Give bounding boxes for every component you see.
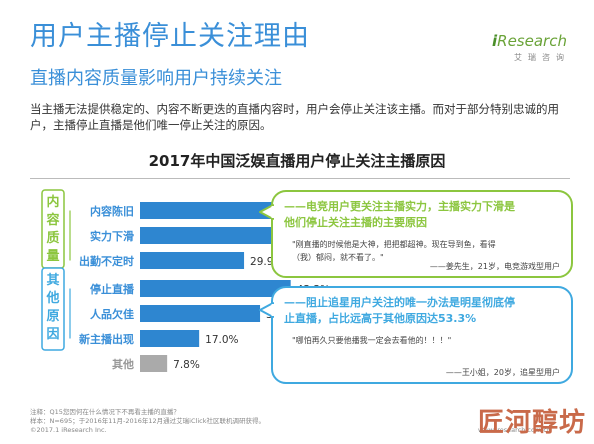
callout-headline: ——阻止追星用户关注的唯一办法是明星彻底停	[284, 295, 515, 309]
page-subtitle: 直播内容质量影响用户持续关注	[30, 68, 282, 89]
chart-title: 2017年中国泛娱直播用户停止关注主播原因	[148, 152, 446, 170]
category-label: 人品欠佳	[90, 307, 134, 321]
callout-headline: 他们停止关注主播的主要原因	[283, 215, 427, 229]
callout-box	[271, 286, 573, 384]
footer-note: 注释：Q15您因何在什么情况下不再看主播的直播？	[30, 408, 180, 416]
group-label-char: 质	[46, 230, 59, 246]
category-label: 其他	[112, 357, 134, 371]
group-box	[41, 267, 65, 351]
callout-quote: "哪怕再久只要他播我一定会去看他的！！！"	[292, 335, 451, 345]
group-label-char: 其	[46, 272, 59, 288]
category-label: 停止直播	[90, 282, 135, 296]
iresearch-logo: iResearch 艾瑞咨询	[492, 24, 578, 68]
category-label: 新主播出现	[79, 332, 134, 346]
group-label-char: 量	[46, 249, 59, 264]
footer-notes: 注释：Q15您因何在什么情况下不再看主播的直播？ 样本：N=695；于2016年…	[30, 408, 552, 435]
callout-box	[271, 190, 573, 278]
group-label-char: 内	[46, 194, 59, 210]
category-label: 实力下滑	[90, 229, 134, 243]
bar	[140, 280, 291, 297]
bar	[140, 227, 272, 244]
logo-cn-name: 艾瑞咨询	[514, 53, 570, 62]
page-title: 用户主播停止关注理由	[30, 21, 310, 52]
group-label-char: 原	[46, 309, 59, 324]
category-label: 内容陈旧	[90, 204, 134, 218]
footer-copyright: ©2017.1 iResearch Inc. www.iresearch.com.…	[30, 426, 552, 434]
logo-brand: iResearch	[492, 32, 567, 50]
footer-sample: 样本：N=695；于2016年11月-2016年12月通过艾瑞iClick社区联…	[30, 417, 265, 425]
callout-attribution: ——姜先生，21岁，电竞游戏型用户	[430, 261, 560, 271]
watermark: 匠河醇坊	[472, 400, 585, 440]
watermark-text: 匠河醇坊	[478, 408, 587, 438]
callout-quote: （我）郁闷，就不看了。"	[292, 252, 384, 262]
description: 当主播无法提供稳定的、内容不断更迭的直播内容时，用户会停止关注该主播。而对于部分…	[30, 102, 559, 132]
callout-attribution: ——王小姐，20岁，追星型用户	[446, 367, 560, 377]
group-label-char: 因	[46, 327, 59, 342]
bar	[140, 305, 261, 322]
bar	[140, 202, 293, 219]
callout-headline: 止直播，占比远高于其他原因达53.3%	[284, 311, 476, 325]
bar	[140, 330, 200, 347]
group-label-char: 他	[45, 290, 59, 306]
bar	[140, 355, 168, 372]
value-label: 7.8%	[173, 359, 200, 371]
group-label-char: 容	[45, 212, 59, 228]
value-label: 17.0%	[205, 334, 238, 346]
bar	[140, 252, 245, 269]
callout-headline: ——电竞用户更关注主播实力，主播实力下滑是	[284, 199, 516, 213]
category-label: 出勤不定时	[79, 254, 134, 268]
title-rule	[30, 178, 570, 179]
callout-quote: "刚直播的时候他是大神，把把都超神。现在导到鱼，看得	[292, 239, 496, 249]
